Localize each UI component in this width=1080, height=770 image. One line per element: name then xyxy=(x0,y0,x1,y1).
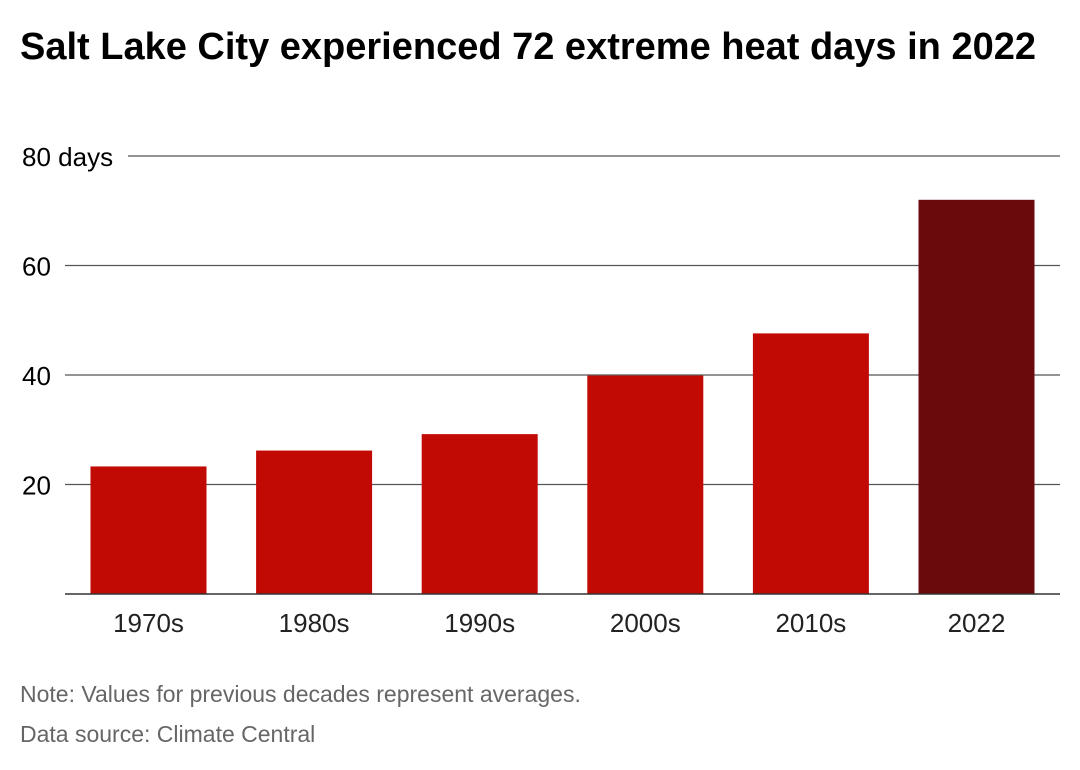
chart-title: Salt Lake City experienced 72 extreme he… xyxy=(20,26,1036,68)
y-tick-label: 80 days xyxy=(22,142,113,172)
y-tick-label: 40 xyxy=(22,361,51,391)
x-tick-label: 2000s xyxy=(610,608,681,638)
gridlines: 80 days 60 40 20 xyxy=(22,142,1060,501)
x-tick-label: 1980s xyxy=(279,608,350,638)
bar-2000s xyxy=(587,375,704,594)
x-tick-label: 2010s xyxy=(775,608,846,638)
chart-note: Note: Values for previous decades repres… xyxy=(20,681,581,707)
y-tick-label: 20 xyxy=(22,471,51,501)
y-tick-label: 60 xyxy=(22,252,51,282)
x-tick-label: 1990s xyxy=(444,608,515,638)
bar-2022 xyxy=(918,199,1035,595)
bar-1970s xyxy=(90,466,207,594)
data-source: Data source: Climate Central xyxy=(20,721,316,747)
x-tick-label: 1970s xyxy=(113,608,184,638)
bars xyxy=(90,199,1035,595)
bar-1990s xyxy=(421,434,538,594)
bar-1980s xyxy=(256,450,373,594)
bar-2010s xyxy=(752,333,869,594)
x-axis: 1970s 1980s 1990s 2000s 2010s 2022 xyxy=(65,593,1060,638)
x-tick-label: 2022 xyxy=(948,608,1006,638)
